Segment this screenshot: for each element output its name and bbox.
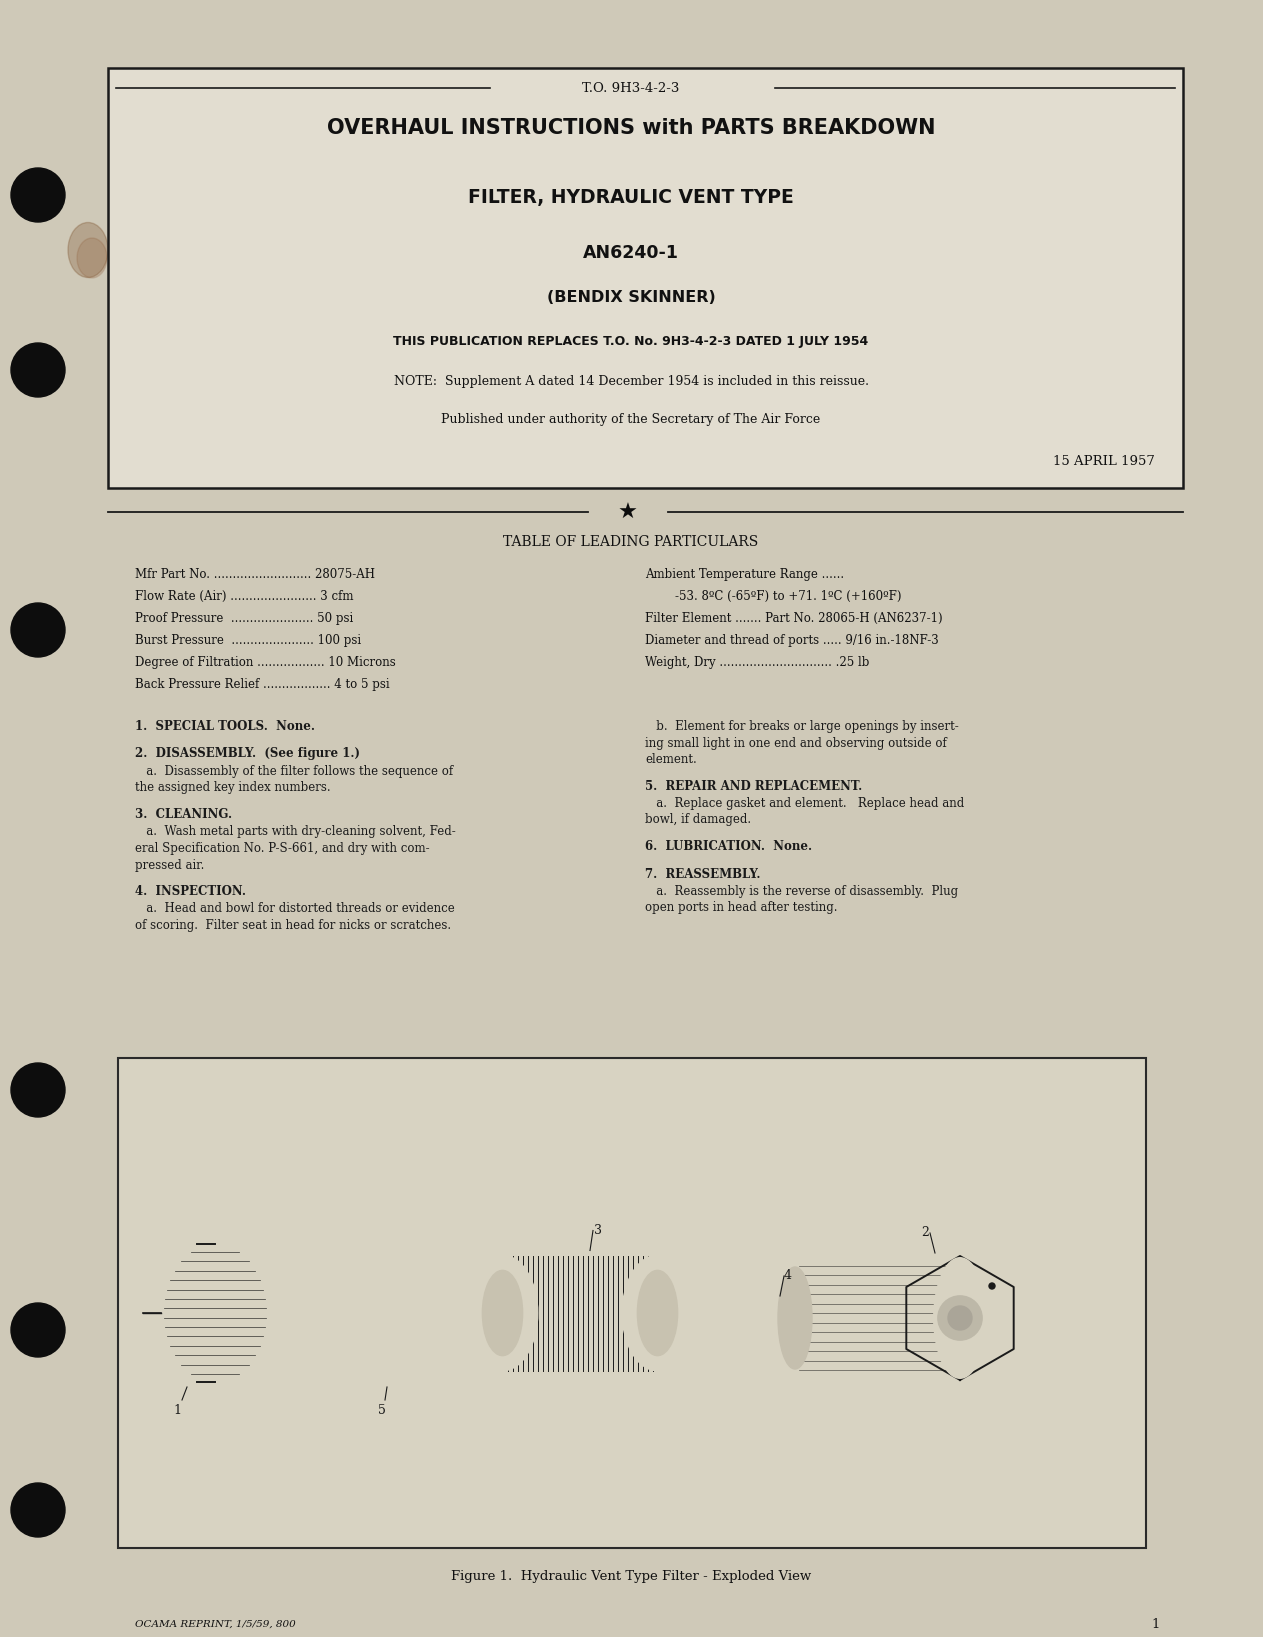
Text: 4: 4 [784,1269,792,1282]
Text: Flow Rate (Air) ....................... 3 cfm: Flow Rate (Air) ....................... … [135,589,354,602]
Ellipse shape [638,1270,677,1355]
Ellipse shape [143,1244,251,1382]
Ellipse shape [467,1256,538,1370]
Bar [794,1257,960,1378]
Text: the assigned key index numbers.: the assigned key index numbers. [135,781,331,794]
Text: THIS PUBLICATION REPLACES T.O. No. 9H3-4-2-3 DATED 1 JULY 1954: THIS PUBLICATION REPLACES T.O. No. 9H3-4… [393,336,869,349]
Text: 2: 2 [921,1226,930,1239]
Bar [503,1256,658,1370]
Ellipse shape [743,1301,767,1349]
Text: eral Specification No. P-S-661, and dry with com-: eral Specification No. P-S-661, and dry … [135,841,429,855]
Circle shape [11,1483,64,1537]
Ellipse shape [623,1256,692,1370]
Bar [109,69,1183,488]
Text: a.  Head and bowl for distorted threads or evidence: a. Head and bowl for distorted threads o… [135,902,455,915]
Text: 1.  SPECIAL TOOLS.  None.: 1. SPECIAL TOOLS. None. [135,720,314,733]
Text: Degree of Filtration .................. 10 Microns: Degree of Filtration .................. … [135,656,395,670]
Ellipse shape [775,1301,799,1349]
Text: Filter Element ....... Part No. 28065-H (AN6237-1): Filter Element ....... Part No. 28065-H … [645,612,942,625]
Circle shape [989,1283,995,1288]
Text: Ambient Temperature Range ......: Ambient Temperature Range ...... [645,568,844,581]
Text: element.: element. [645,753,697,766]
Text: OVERHAUL INSTRUCTIONS with PARTS BREAKDOWN: OVERHAUL INSTRUCTIONS with PARTS BREAKDO… [327,118,935,138]
Text: AN6240-1: AN6240-1 [584,244,679,262]
Text: Published under authority of the Secretary of The Air Force: Published under authority of the Secreta… [441,413,821,426]
Ellipse shape [935,1257,986,1378]
Text: 15 APRIL 1957: 15 APRIL 1957 [1053,455,1154,468]
Text: NOTE:  Supplement A dated 14 December 1954 is included in this reissue.: NOTE: Supplement A dated 14 December 195… [394,375,869,388]
Text: ing small light in one end and observing outside of: ing small light in one end and observing… [645,737,947,750]
Text: Proof Pressure  ...................... 50 psi: Proof Pressure ...................... 50… [135,612,354,625]
Polygon shape [907,1256,1014,1380]
Text: a.  Disassembly of the filter follows the sequence of: a. Disassembly of the filter follows the… [135,764,453,778]
Circle shape [11,344,64,398]
Text: Figure 1.  Hydraulic Vent Type Filter - Exploded View: Figure 1. Hydraulic Vent Type Filter - E… [451,1570,811,1583]
Text: ★: ★ [618,503,638,522]
Circle shape [11,169,64,223]
Text: TABLE OF LEADING PARTICULARS: TABLE OF LEADING PARTICULARS [504,535,759,548]
Text: OCAMA REPRINT, 1/5/59, 800: OCAMA REPRINT, 1/5/59, 800 [135,1621,296,1629]
Text: 1: 1 [1152,1617,1159,1630]
Text: Weight, Dry .............................. .25 lb: Weight, Dry ............................… [645,656,869,670]
Ellipse shape [68,223,109,278]
Text: a.  Wash metal parts with dry-cleaning solvent, Fed-: a. Wash metal parts with dry-cleaning so… [135,825,456,838]
Text: b.  Element for breaks or large openings by insert-: b. Element for breaks or large openings … [645,720,959,733]
Text: -53. 8ºC (-65ºF) to +71. 1ºC (+160ºF): -53. 8ºC (-65ºF) to +71. 1ºC (+160ºF) [661,589,902,602]
Text: Diameter and thread of ports ..... 9/16 in.-18NF-3: Diameter and thread of ports ..... 9/16 … [645,634,938,647]
Text: 7.  REASSEMBLY.: 7. REASSEMBLY. [645,868,760,881]
Text: bowl, if damaged.: bowl, if damaged. [645,814,751,827]
Text: 3.  CLEANING.: 3. CLEANING. [135,809,232,822]
Text: open ports in head after testing.: open ports in head after testing. [645,902,837,915]
Text: 3: 3 [594,1223,602,1236]
Text: (BENDIX SKINNER): (BENDIX SKINNER) [547,290,715,304]
Text: 2.  DISASSEMBLY.  (See figure 1.): 2. DISASSEMBLY. (See figure 1.) [135,748,360,761]
Text: 5.  REPAIR AND REPLACEMENT.: 5. REPAIR AND REPLACEMENT. [645,779,863,792]
Circle shape [949,1306,973,1329]
Text: FILTER, HYDRAULIC VENT TYPE: FILTER, HYDRAULIC VENT TYPE [469,188,794,206]
Text: Mfr Part No. .......................... 28075-AH: Mfr Part No. .......................... … [135,568,375,581]
Text: T.O. 9H3-4-2-3: T.O. 9H3-4-2-3 [582,82,679,95]
Text: a.  Reassembly is the reverse of disassembly.  Plug: a. Reassembly is the reverse of disassem… [645,886,959,899]
Ellipse shape [778,1267,812,1369]
Ellipse shape [769,1257,821,1378]
Circle shape [11,1303,64,1357]
Ellipse shape [349,1274,431,1382]
Ellipse shape [172,1256,258,1372]
Text: of scoring.  Filter seat in head for nicks or scratches.: of scoring. Filter seat in head for nick… [135,918,451,931]
Text: Back Pressure Relief .................. 4 to 5 psi: Back Pressure Relief .................. … [135,678,389,691]
Circle shape [11,602,64,656]
Circle shape [11,1062,64,1116]
Text: pressed air.: pressed air. [135,858,205,871]
Text: a.  Replace gasket and element.   Replace head and: a. Replace gasket and element. Replace h… [645,797,964,810]
Text: Burst Pressure  ...................... 100 psi: Burst Pressure ...................... 10… [135,634,361,647]
Text: 4.  INSPECTION.: 4. INSPECTION. [135,886,246,899]
Circle shape [938,1297,983,1341]
Ellipse shape [482,1270,523,1355]
Ellipse shape [160,1244,269,1382]
Ellipse shape [759,1301,783,1349]
Bar [117,1058,1146,1549]
Text: 6.  LUBRICATION.  None.: 6. LUBRICATION. None. [645,840,812,853]
Ellipse shape [357,1283,422,1373]
Text: 1: 1 [173,1405,181,1418]
Ellipse shape [77,237,107,278]
Text: 5: 5 [378,1405,386,1418]
